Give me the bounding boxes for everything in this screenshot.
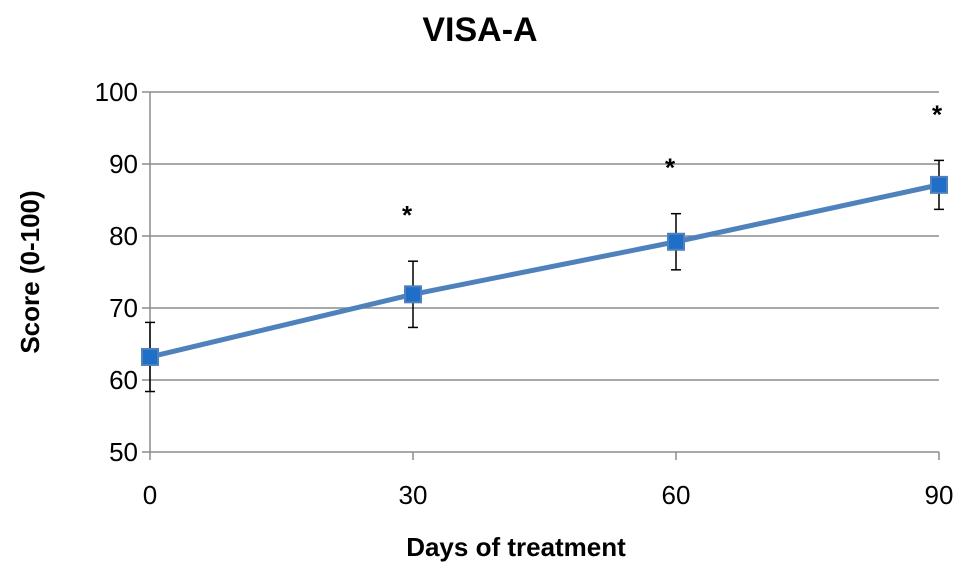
y-tick-labels: 50 60 70 80 90 100 [95,77,138,467]
y-tick-label: 50 [109,437,138,467]
axes [142,91,940,460]
data-point [930,175,948,194]
x-tick-label: 60 [662,480,691,510]
x-tick-label: 0 [143,480,157,510]
chart-title: VISA-A [422,11,537,49]
x-tick-labels: 0 30 60 90 [143,480,954,510]
y-tick-label: 60 [109,365,138,395]
gridlines [150,91,939,381]
series-group [141,159,948,393]
y-tick-label: 90 [109,149,138,179]
significance-annotations: * * * [402,99,943,230]
data-point [404,285,422,304]
series-line [149,182,940,360]
significance-asterisk: * [932,99,943,129]
significance-asterisk: * [402,200,413,230]
y-tick-label: 100 [95,77,138,107]
data-point [667,232,685,251]
y-tick-label: 70 [109,293,138,323]
x-tick-label: 30 [399,480,428,510]
x-tick-label: 90 [925,480,954,510]
x-axis-title: Days of treatment [406,532,626,562]
y-tick-label: 80 [109,221,138,251]
y-axis-title: Score (0-100) [15,190,45,353]
significance-asterisk: * [665,153,676,183]
data-point [141,347,159,366]
